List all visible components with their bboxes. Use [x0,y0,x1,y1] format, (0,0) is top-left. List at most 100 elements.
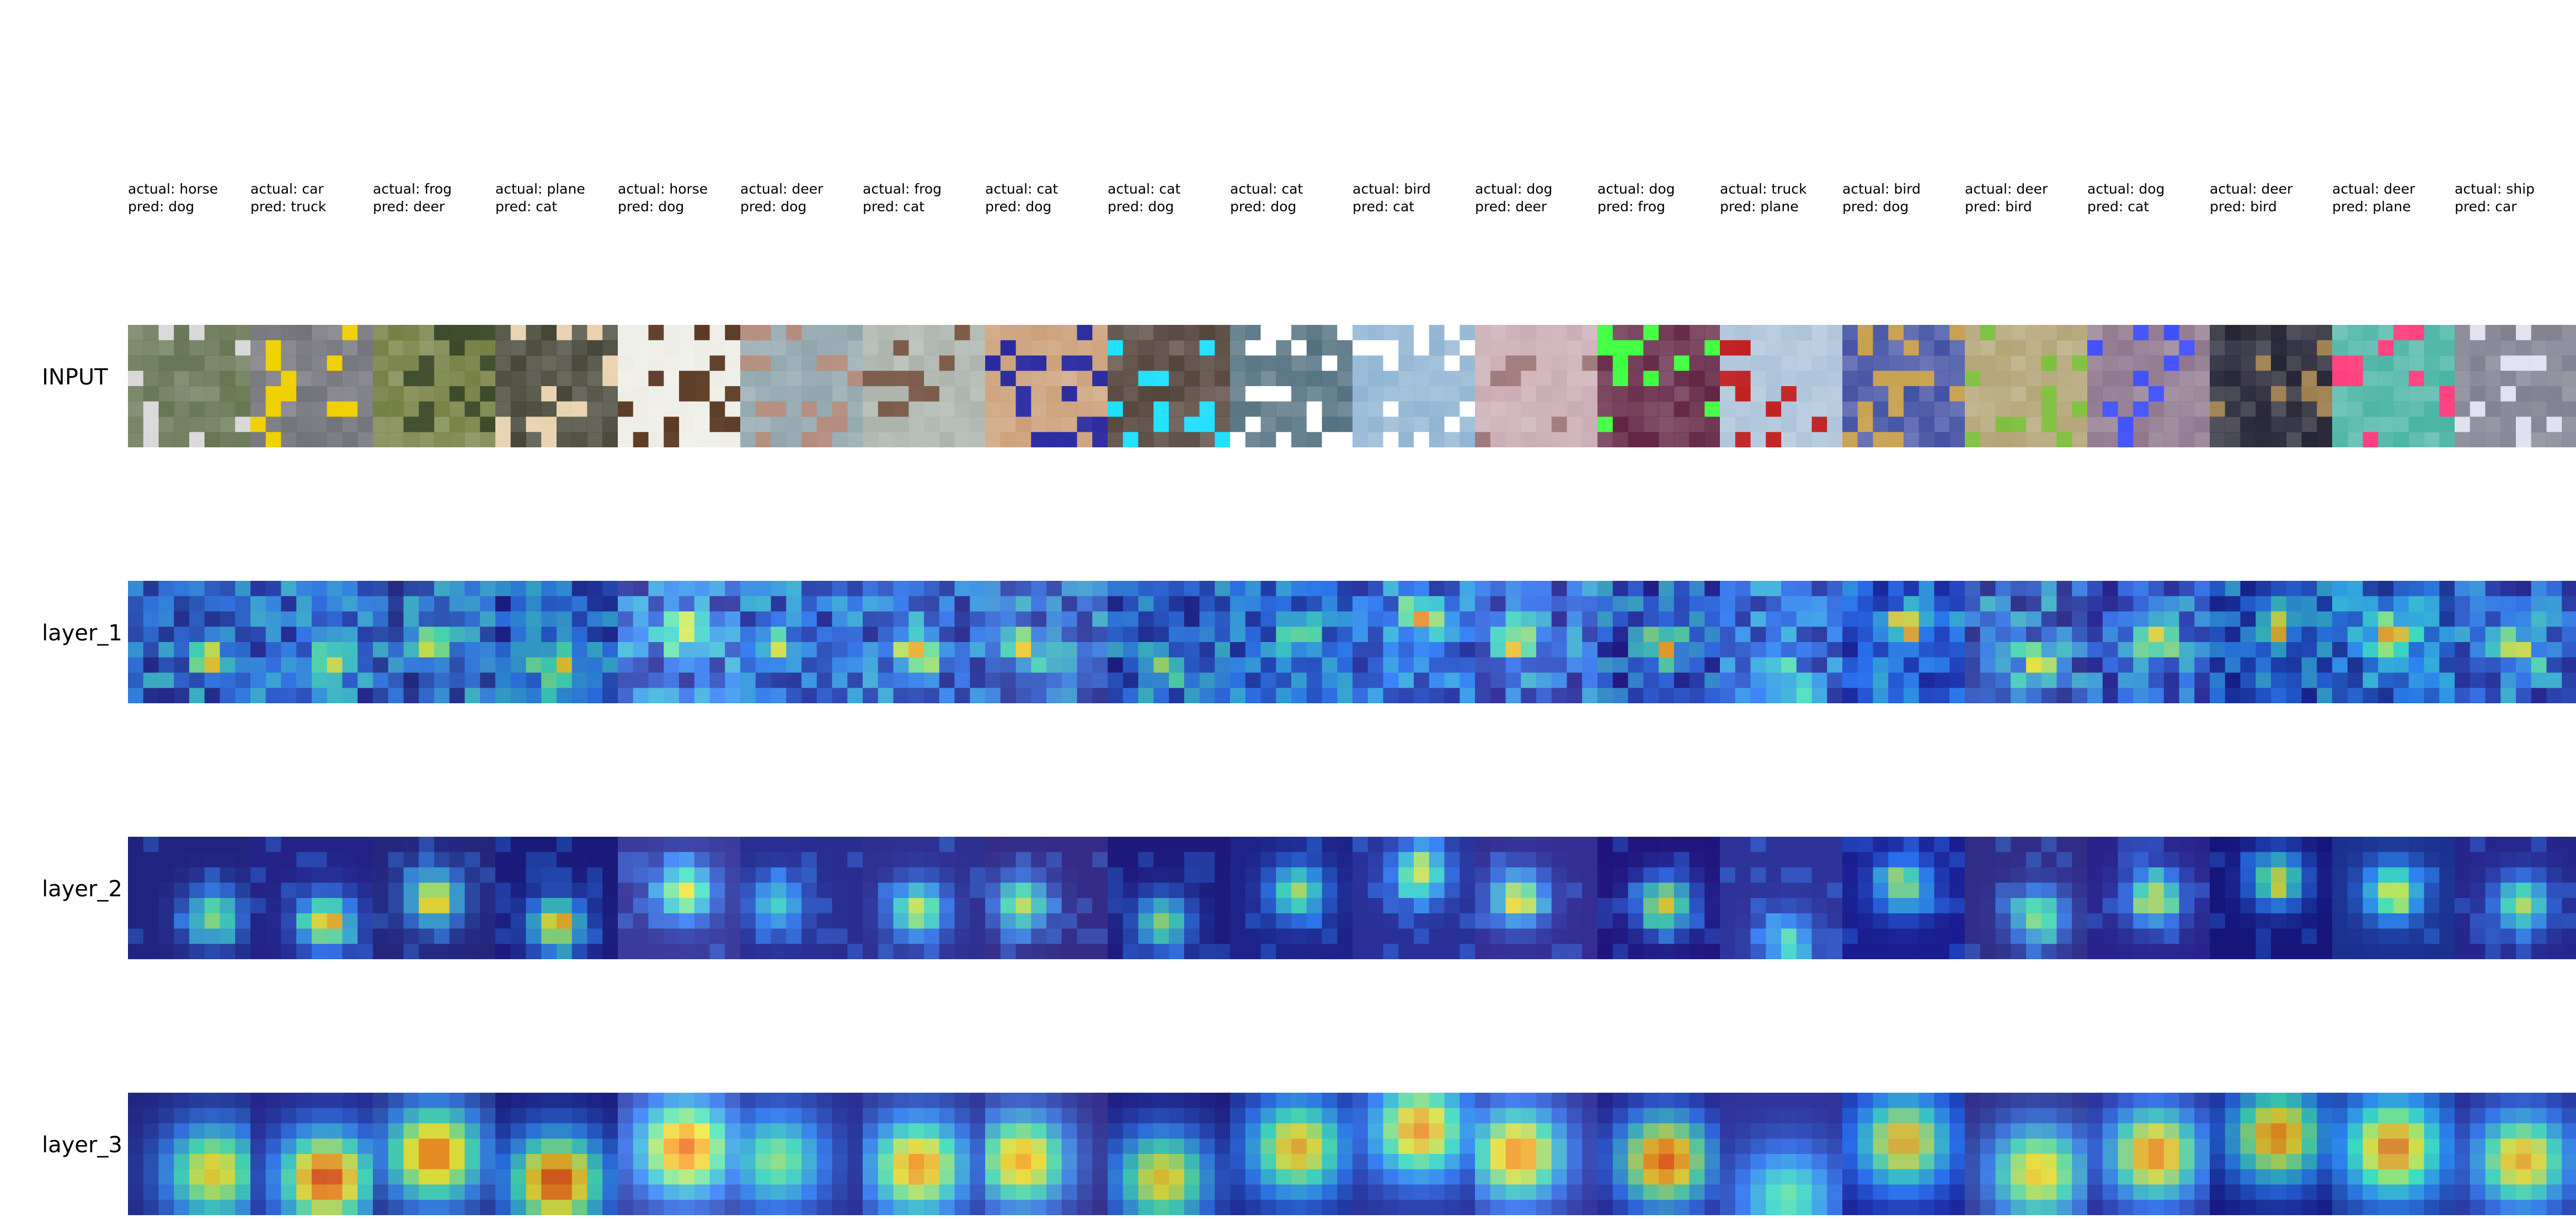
heatmap-image [740,1093,863,1215]
input-image [740,325,863,447]
column-caption: actual: bird pred: dog [1842,180,1965,216]
caption-actual: actual: dog [1597,181,1675,197]
caption-pred: pred: car [2455,199,2517,215]
column-caption: actual: ship pred: car [2455,180,2576,216]
caption-pred: pred: dog [740,199,807,215]
heatmap-image [1965,837,2087,959]
input-image [2332,325,2455,447]
input-image [495,325,618,447]
caption-actual: actual: deer [2332,181,2415,197]
heatmap-image [1108,581,1230,703]
heatmap-image [1353,1093,1475,1215]
heatmap-image [495,1093,618,1215]
caption-actual: actual: cat [985,181,1059,197]
column-caption: actual: horse pred: dog [128,180,250,216]
heatmap-image [250,581,373,703]
caption-actual: actual: bird [1353,181,1431,197]
heatmap-image [1597,837,1720,959]
column-caption: actual: cat pred: dog [985,180,1108,216]
input-image [1842,325,1965,447]
input-image [2455,325,2576,447]
heatmap-image [985,581,1108,703]
heatmap-image [2210,837,2332,959]
heatmap-image [2210,1093,2332,1215]
heatmap-image [1720,1093,1842,1215]
column-caption: actual: cat pred: dog [1230,180,1353,216]
caption-pred: pred: dog [128,199,195,215]
caption-pred: pred: bird [1965,199,2032,215]
caption-actual: actual: horse [128,181,218,197]
heatmap-image [373,581,495,703]
heatmap-image [1965,1093,2087,1215]
heatmap-image [618,581,740,703]
column-caption: actual: deer pred: bird [2210,180,2332,216]
caption-actual: actual: frog [373,181,452,197]
caption-actual: actual: bird [1842,181,1921,197]
input-image [985,325,1108,447]
heatmap-image [1842,1093,1965,1215]
heatmap-image [2455,1093,2576,1215]
input-image [1720,325,1842,447]
column-caption: actual: plane pred: cat [495,180,618,216]
input-image [1108,325,1230,447]
row-label-layer-1: layer_1 [42,621,122,646]
caption-actual: actual: plane [495,181,585,197]
heatmap-image [128,1093,250,1215]
heatmap-image [740,837,863,959]
caption-pred: pred: dog [1108,199,1174,215]
heatmap-image [863,1093,985,1215]
caption-actual: actual: ship [2455,181,2535,197]
heatmap-image [2087,581,2210,703]
heatmap-image [2455,581,2576,703]
heatmap-image [1597,581,1720,703]
column-caption: actual: deer pred: bird [1965,180,2087,216]
heatmap-image [1842,581,1965,703]
heatmap-image [1965,581,2087,703]
column-caption: actual: car pred: truck [250,180,373,216]
heatmap-image [373,1093,495,1215]
row-label-layer-3: layer_3 [42,1132,122,1158]
heatmap-image [740,581,863,703]
heatmap-image [495,581,618,703]
row-label-input: INPUT [42,365,108,390]
input-image [1353,325,1475,447]
heatmap-image [985,1093,1108,1215]
heatmap-image [495,837,618,959]
caption-pred: pred: cat [1353,199,1415,215]
caption-actual: actual: dog [1475,181,1553,197]
column-caption: actual: cat pred: dog [1108,180,1230,216]
caption-actual: actual: car [250,181,324,197]
caption-pred: pred: dog [985,199,1052,215]
heatmap-image [618,1093,740,1215]
caption-actual: actual: dog [2087,181,2165,197]
column-caption: actual: dog pred: deer [1475,180,1597,216]
input-image [618,325,740,447]
column-caption: actual: horse pred: dog [618,180,740,216]
caption-pred: pred: cat [2087,199,2150,215]
heatmap-image [2455,837,2576,959]
caption-pred: pred: dog [1230,199,1297,215]
heatmap-image [1475,837,1597,959]
heatmap-image [1842,837,1965,959]
heatmap-image [1230,581,1353,703]
heatmap-image [128,837,250,959]
heatmap-image [2087,837,2210,959]
heatmap-image [250,837,373,959]
heatmap-image [2332,837,2455,959]
input-image [1597,325,1720,447]
heatmap-image [2332,581,2455,703]
heatmap-image [1720,837,1842,959]
heatmap-image [1230,837,1353,959]
input-image [863,325,985,447]
heatmap-image [985,837,1108,959]
caption-actual: actual: horse [618,181,708,197]
column-caption: actual: deer pred: dog [740,180,863,216]
caption-pred: pred: deer [1475,199,1547,215]
caption-actual: actual: cat [1108,181,1181,197]
heatmap-image [2332,1093,2455,1215]
caption-pred: pred: cat [863,199,925,215]
column-caption: actual: truck pred: plane [1720,180,1842,216]
heatmap-image [373,837,495,959]
caption-pred: pred: dog [618,199,685,215]
caption-actual: actual: frog [863,181,942,197]
